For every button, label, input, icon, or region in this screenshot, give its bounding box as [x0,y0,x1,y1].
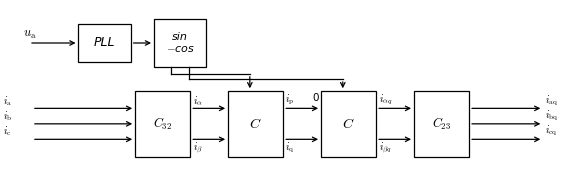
Bar [135,91,191,157]
Text: $i_{\rm c}$: $i_{\rm c}$ [3,125,12,138]
Text: $C_{23}$: $C_{23}$ [432,116,451,132]
Text: 0: 0 [312,93,318,103]
Text: $i_{\rm b}$: $i_{\rm b}$ [3,109,12,123]
Bar [78,24,131,62]
Text: $i_{\rm p}$: $i_{\rm p}$ [285,92,295,107]
Text: $i_{\rm bq}$: $i_{\rm bq}$ [545,109,558,123]
Bar [228,91,284,157]
Text: sin
$-$cos: sin $-$cos [166,32,195,54]
Text: $i_{\rm q}$: $i_{\rm q}$ [285,140,295,155]
Text: $C_{32}$: $C_{32}$ [153,116,173,132]
Text: $C$: $C$ [342,117,355,131]
Text: $i_{\alpha q}$: $i_{\alpha q}$ [379,92,392,107]
Text: $i_{\rm a}$: $i_{\rm a}$ [3,94,12,108]
Text: PLL: PLL [94,36,116,50]
Text: $u_{\rm a}$: $u_{\rm a}$ [23,28,37,41]
Bar [321,91,376,157]
Text: $i_{\alpha}$: $i_{\alpha}$ [193,94,203,107]
Text: $i_{\rm cq}$: $i_{\rm cq}$ [545,124,558,138]
Text: $C$: $C$ [249,117,262,131]
Bar [414,91,469,157]
Text: $i_{\beta}$: $i_{\beta}$ [193,140,203,155]
Text: $i_{\rm aq}$: $i_{\rm aq}$ [545,93,558,108]
Bar [154,19,206,67]
Text: $i_{\beta q}$: $i_{\beta q}$ [379,140,392,155]
